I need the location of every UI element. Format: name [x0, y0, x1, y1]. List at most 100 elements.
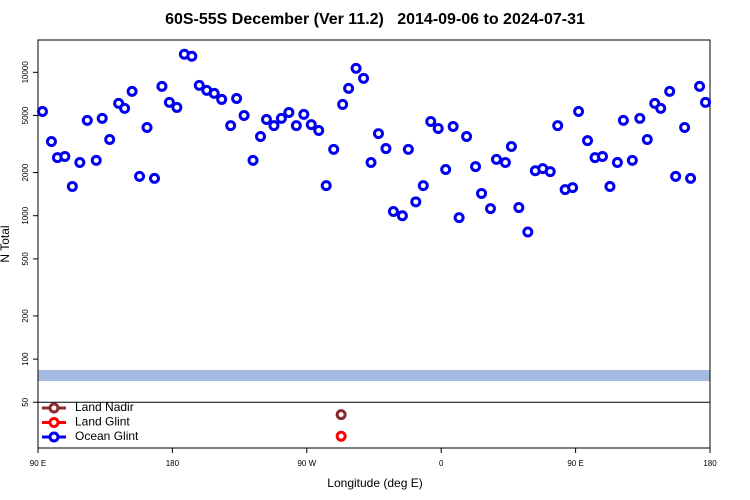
point: [499, 157, 511, 169]
point: [664, 85, 676, 97]
point: [552, 120, 564, 132]
point: [365, 157, 377, 169]
point: [163, 96, 175, 108]
x-axis-label: Longitude (deg E): [327, 476, 422, 490]
y-tick-label: 5000: [21, 106, 30, 124]
point: [216, 93, 228, 105]
point: [476, 187, 488, 199]
point: [328, 143, 340, 155]
point: [490, 153, 502, 165]
point: [694, 80, 706, 92]
legend-label: Ocean Glint: [75, 429, 139, 443]
point: [119, 102, 131, 114]
point: [320, 180, 332, 192]
x-tick-label: 180: [166, 459, 180, 468]
point: [425, 115, 437, 127]
point: [335, 430, 347, 442]
point: [141, 122, 153, 134]
point: [461, 130, 473, 142]
point: [417, 180, 429, 192]
point: [573, 105, 585, 117]
point: [700, 96, 712, 108]
point: [432, 122, 444, 134]
x-tick-label: 90 E: [30, 459, 46, 468]
point: [544, 166, 556, 178]
legend-label: Land Glint: [75, 415, 130, 429]
point: [343, 82, 355, 94]
point: [186, 50, 198, 62]
point: [626, 154, 638, 166]
point: [634, 112, 646, 124]
y-tick-label: 100: [21, 352, 30, 366]
point: [255, 130, 267, 142]
point: [148, 172, 160, 184]
point: [396, 210, 408, 222]
y-tick-label: 500: [21, 252, 30, 266]
point: [470, 161, 482, 173]
point: [337, 98, 349, 110]
legend-marker: [48, 431, 60, 443]
point: [225, 120, 237, 132]
point: [670, 170, 682, 182]
point: [604, 180, 616, 192]
point: [96, 112, 108, 124]
point: [582, 135, 594, 147]
y-tick-label: 200: [21, 309, 30, 323]
point: [358, 72, 370, 84]
point: [617, 114, 629, 126]
point: [104, 133, 116, 145]
point: [387, 206, 399, 218]
y-tick-label: 2000: [21, 163, 30, 181]
x-tick-label: 90 W: [297, 459, 316, 468]
legend-marker: [48, 402, 60, 414]
y-tick-label: 10000: [21, 61, 30, 84]
x-tick-label: 90 E: [567, 459, 583, 468]
point: [611, 157, 623, 169]
point: [45, 136, 57, 148]
chart-title: 60S-55S December (Ver 11.2) 2014-09-06 t…: [165, 11, 585, 28]
land-band: [38, 370, 710, 381]
point: [335, 409, 347, 421]
y-axis-label: N Total: [0, 225, 12, 262]
point: [298, 108, 310, 120]
point: [655, 102, 667, 114]
x-tick-label: 180: [703, 459, 717, 468]
point: [238, 109, 250, 121]
point: [513, 202, 525, 214]
plot-frame: [37, 39, 711, 449]
point: [171, 101, 183, 113]
point: [156, 80, 168, 92]
legend-marker: [48, 417, 60, 428]
point: [66, 180, 78, 192]
point: [305, 119, 317, 131]
point: [453, 212, 465, 224]
legend-label: Land Nadir: [75, 400, 134, 414]
point: [74, 157, 86, 169]
point: [283, 106, 295, 118]
point: [313, 124, 325, 136]
point: [402, 143, 414, 155]
point: [372, 128, 384, 140]
point: [641, 133, 653, 145]
point: [290, 120, 302, 132]
point: [505, 140, 517, 152]
point: [134, 170, 146, 182]
point: [193, 79, 205, 91]
point: [275, 112, 287, 124]
point: [410, 196, 422, 208]
x-tick-label: 0: [439, 459, 444, 468]
point: [90, 154, 102, 166]
point: [685, 172, 697, 184]
point: [247, 154, 259, 166]
point: [679, 122, 691, 134]
point: [484, 203, 496, 215]
y-tick-label: 50: [21, 397, 30, 406]
point: [231, 92, 243, 104]
point: [596, 150, 608, 162]
point: [36, 105, 48, 117]
point: [350, 62, 362, 74]
point: [268, 120, 280, 132]
point: [81, 114, 93, 126]
point: [208, 87, 220, 99]
point: [380, 143, 392, 155]
